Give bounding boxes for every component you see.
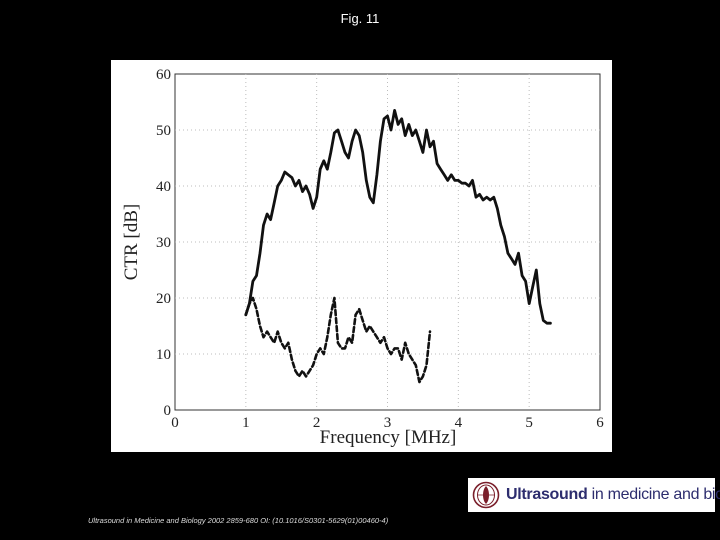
x-tick-label: 5 (525, 415, 533, 431)
y-tick-label: 60 (156, 67, 171, 83)
citation-text: Ultrasound in Medicine and Biology 2002 … (88, 516, 389, 525)
journal-emblem-icon (472, 481, 500, 509)
y-tick-label: 40 (156, 179, 171, 195)
series-line-dashed (244, 296, 432, 384)
x-tick-label: 4 (455, 415, 463, 431)
x-axis-label: Frequency [MHz] (320, 427, 457, 448)
y-tick-label: 50 (156, 123, 171, 139)
journal-logo: Ultrasound in medicine and biology (468, 478, 720, 512)
x-tick-label: 6 (596, 415, 604, 431)
y-tick-label: 20 (156, 291, 171, 307)
x-tick-label: 3 (384, 415, 392, 431)
chart-panel: 0 1 2 3 4 5 6 0 10 20 30 40 50 60 Frequency [MHz] CTR… (111, 60, 612, 452)
logo-text-strong: Ultrasound (506, 486, 588, 503)
logo-text-rest: in medicine and biology (591, 486, 720, 503)
series-line-solid (244, 109, 552, 325)
figure-title: Fig. 11 (340, 11, 380, 26)
x-tick-label: 2 (313, 415, 321, 431)
y-tick-label: 30 (156, 235, 171, 251)
x-tick-label: 1 (242, 415, 250, 431)
x-tick-label: 0 (171, 415, 179, 431)
y-tick-label: 10 (156, 347, 171, 363)
y-tick-label: 0 (164, 403, 172, 419)
y-axis-label: CTR [dB] (121, 204, 142, 281)
